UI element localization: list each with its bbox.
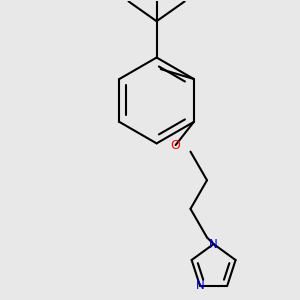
Text: N: N — [196, 279, 204, 292]
Text: O: O — [171, 139, 181, 152]
Text: N: N — [209, 238, 218, 250]
